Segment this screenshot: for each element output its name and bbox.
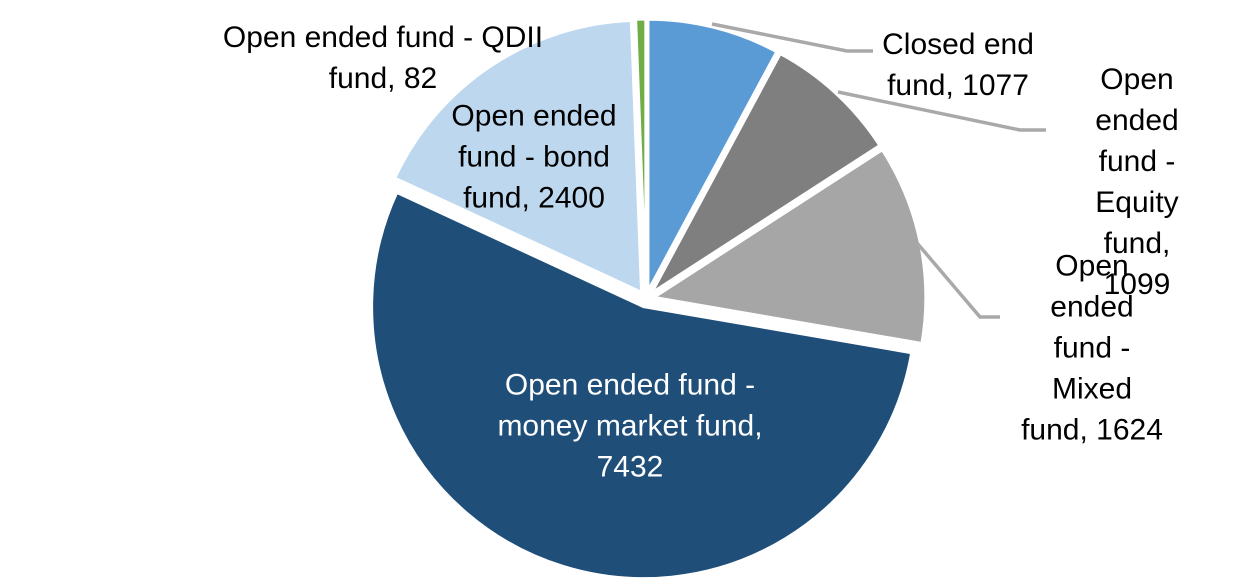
pie-slice-closed-end-fund	[646, 17, 779, 292]
pie-slice-open-ended-fund-money-market-fund	[370, 190, 914, 581]
pie-slice-open-ended-fund-mixed-fund	[649, 147, 928, 346]
pie-slice-open-ended-fund-bond-fund	[392, 18, 644, 295]
data-label-mixed-fund: Open ended fund - Mixed fund, 1624	[1021, 249, 1163, 447]
data-label-bond-fund: Open ended fund - bond fund, 2400	[451, 99, 617, 215]
leader-line-closed-end-fund	[711, 22, 873, 53]
leader-lines-group	[711, 22, 1046, 319]
data-label-equity-fund: Open ended fund - Equity fund, 1099	[1095, 63, 1179, 301]
leader-line-mixed-fund	[915, 241, 1000, 319]
data-label-money-market-fund: Open ended fund - money market fund, 743…	[497, 368, 763, 484]
data-label-qdii-fund: Open ended fund - QDII fund, 82	[222, 21, 544, 95]
pie-slice-open-ended-fund-equity-fund	[650, 51, 882, 295]
data-label-closed-end-fund: Closed end fund, 1077	[882, 28, 1034, 102]
pie-slice-open-ended-fund-qdii-fund	[634, 17, 648, 292]
leader-line-equity-fund	[837, 90, 1046, 132]
pie-slices-group	[370, 17, 928, 581]
